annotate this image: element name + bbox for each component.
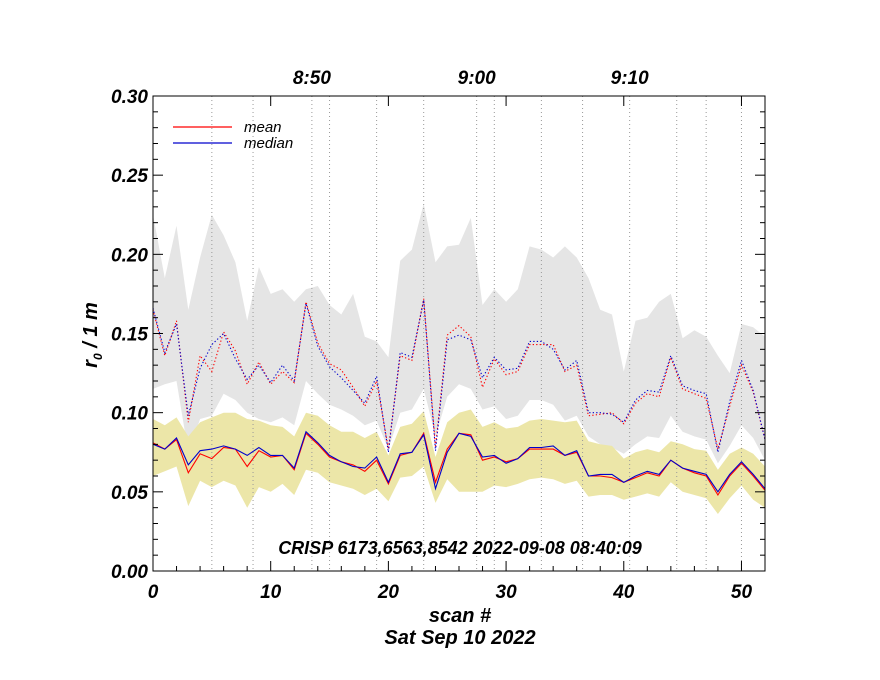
y-tick-label: 0.10	[111, 404, 148, 425]
y-tick-label: 0.00	[111, 562, 148, 583]
x-tick-label: 10	[260, 582, 282, 603]
x-tick-label: 20	[377, 582, 400, 603]
y-tick-label: 0.15	[111, 325, 148, 346]
mean-upper-line	[152, 298, 766, 450]
band-layer	[153, 203, 765, 514]
x-tick-label: 30	[496, 582, 518, 603]
y-axis-title: r0 / 1 m	[80, 302, 105, 368]
x-axis-date: Sat Sep 10 2022	[384, 627, 535, 649]
y-tick-label: 0.20	[111, 245, 148, 266]
series-layer	[152, 298, 766, 497]
x-axis-title: scan #	[429, 605, 492, 627]
time-tick-label: 8:50	[293, 68, 331, 89]
legend-median-label: median	[244, 135, 293, 152]
y-axis-title-rest: / 1 m	[80, 302, 102, 353]
time-tick-label: 9:00	[458, 68, 496, 89]
y-tick-label: 0.05	[111, 483, 148, 504]
y-tick-label: 0.30	[111, 87, 148, 108]
x-tick-label: 40	[612, 582, 635, 603]
x-tick-label: 0	[148, 582, 159, 603]
upper-band	[153, 203, 765, 464]
tick-layer: 0 10 20 30 40 50 0.00 0.05 0.10 0.15 0.20 0.25 0.30 8…	[111, 68, 766, 603]
median-upper-line	[152, 300, 766, 453]
legend-mean-label: mean	[244, 119, 282, 136]
time-tick-label: 9:10	[611, 68, 649, 89]
x-tick-label: 50	[731, 582, 753, 603]
y-axis-title-sub: 0	[91, 353, 105, 360]
y-axis-title-base: r	[80, 359, 102, 368]
legend: mean median	[173, 119, 293, 152]
lower-band	[153, 409, 765, 514]
y-tick-label: 0.25	[111, 166, 148, 187]
chart-annotation: CRISP 6173,6563,8542 2022-09-08 08:40:09	[278, 538, 642, 558]
median-lower-line	[152, 430, 766, 493]
